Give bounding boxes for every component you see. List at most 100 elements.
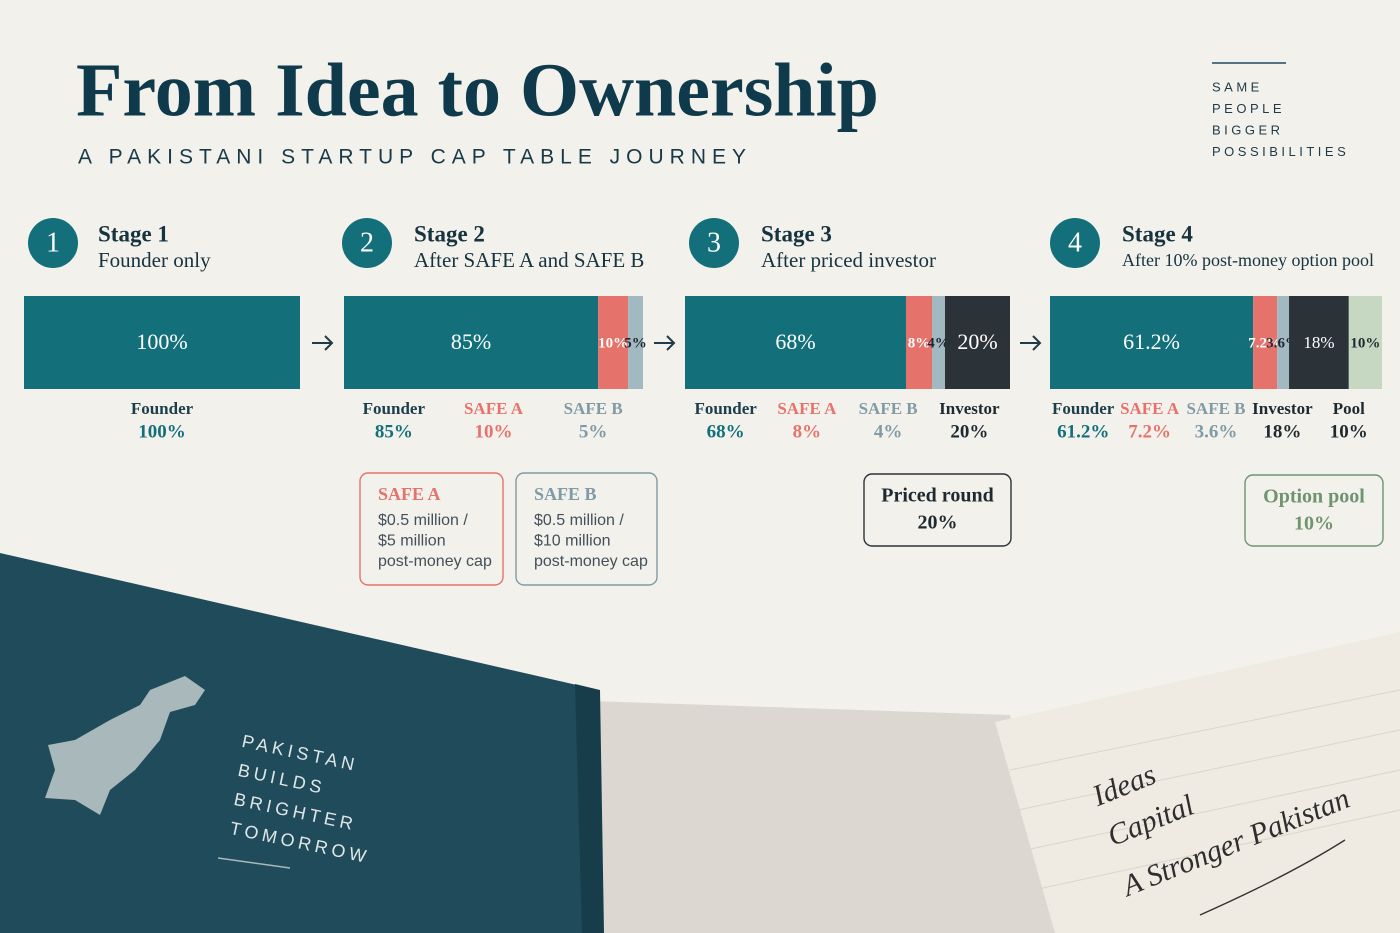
legend-name: SAFE B: [859, 399, 918, 418]
stage-title: Stage 3: [761, 221, 832, 246]
bar-segment: [685, 296, 906, 389]
bar-value-label: 20%: [957, 329, 997, 354]
legend-value: 61.2%: [1057, 421, 1109, 442]
step-badge: [1050, 218, 1100, 268]
legend-name: SAFE B: [1186, 399, 1245, 418]
annotation-title: SAFE A: [378, 484, 441, 504]
stage-title: Stage 4: [1122, 221, 1193, 246]
legend-value: 85%: [375, 421, 413, 442]
notebook-lines: [1009, 689, 1400, 891]
bar-segment: [24, 296, 300, 389]
bar-value-label: 68%: [775, 329, 815, 354]
legend-name: SAFE A: [1120, 399, 1180, 418]
legend-name: Founder: [694, 399, 757, 418]
legend-value: 10%: [475, 421, 513, 442]
step-number: 3: [707, 227, 721, 258]
bar-value-label: 7.2%: [1248, 335, 1282, 351]
annotation-box: [1244, 474, 1384, 547]
tagline-line: POSSIBILITIES: [1212, 144, 1349, 159]
bar-segment: [344, 296, 599, 389]
legend-value: 3.6%: [1195, 421, 1238, 442]
stage-subtitle: After 10% post-money option pool: [1122, 250, 1374, 270]
paper-sheet: [560, 700, 1060, 933]
legend-name: Pool: [1333, 399, 1365, 418]
annotation-line: post-money cap: [378, 553, 492, 570]
bar-value-label: 10%: [1350, 335, 1380, 351]
book-rule: [217, 857, 291, 869]
legend-value: 7.2%: [1128, 421, 1171, 442]
annotation-title: Priced round: [881, 485, 993, 507]
bar-value-label: 10%: [598, 335, 628, 351]
legend-value: 100%: [138, 421, 186, 442]
notebook: [995, 632, 1400, 933]
stage-title: Stage 2: [414, 221, 485, 246]
legend-value: 68%: [707, 421, 745, 442]
bar-segment: [1289, 296, 1349, 389]
arrows: [312, 335, 1042, 351]
step-number: 2: [360, 227, 374, 258]
annotation-line: $0.5 million /: [534, 512, 624, 529]
book: [0, 553, 602, 933]
legend-name: Founder: [363, 399, 426, 418]
pen-stroke: [1199, 839, 1346, 916]
title: From Idea to Ownership: [76, 48, 879, 132]
annotation-line: 20%: [918, 512, 958, 534]
legend-name: SAFE B: [564, 399, 623, 418]
bar-value-label: 18%: [1303, 333, 1334, 352]
bar-segment: [932, 296, 945, 389]
bar-segment: [1277, 296, 1290, 389]
annotation-line: $5 million: [378, 533, 446, 550]
legend-name: Founder: [131, 399, 194, 418]
bar-value-label: 8%: [908, 335, 931, 351]
step-badge: [28, 218, 78, 268]
book-spine: [575, 684, 604, 933]
step-badge: [689, 218, 739, 268]
legend-value: 20%: [950, 421, 988, 442]
map-shape: [45, 676, 205, 815]
legend-name: Investor: [939, 399, 1000, 418]
legend-name: Investor: [1252, 399, 1313, 418]
annotation-line: post-money cap: [534, 553, 648, 570]
bar-segment: [906, 296, 932, 389]
stage-subtitle: Founder only: [98, 248, 211, 272]
annotation-line: $0.5 million /: [378, 512, 468, 529]
bar-segment: [1050, 296, 1254, 389]
legend-value: 4%: [874, 421, 903, 442]
bar-segment: [598, 296, 629, 389]
stage-subtitle: After SAFE A and SAFE B: [414, 248, 644, 272]
annotation-line: $10 million: [534, 533, 610, 550]
legend-name: SAFE A: [464, 399, 524, 418]
bar-segment: [628, 296, 643, 389]
annotation-title: Option pool: [1263, 486, 1365, 508]
bar-segment: [1348, 296, 1382, 389]
bar-segment: [945, 296, 1010, 389]
subtitle: A PAKISTANI STARTUP CAP TABLE JOURNEY: [78, 146, 752, 169]
tagline-line: PEOPLE: [1212, 101, 1285, 116]
tagline-line: BIGGER: [1212, 122, 1284, 137]
bar-value-label: 5%: [624, 335, 647, 351]
annotation-box: [863, 473, 1012, 547]
stage-subtitle: After priced investor: [761, 248, 936, 272]
legend-value: 10%: [1330, 421, 1368, 442]
step-number: 4: [1068, 227, 1082, 258]
bar-value-label: 61.2%: [1123, 329, 1180, 354]
tagline-line: SAME: [1212, 79, 1263, 94]
legend-name: Founder: [1052, 399, 1115, 418]
bar-value-label: 4%: [927, 335, 950, 351]
annotation-box: [359, 472, 504, 586]
step-number: 1: [46, 227, 60, 258]
annotation-box: [515, 472, 658, 586]
annotation-line: 10%: [1294, 513, 1334, 535]
tagline: SAME PEOPLE BIGGER POSSIBILITIES: [1212, 79, 1349, 159]
bar-value-label: 100%: [136, 329, 187, 354]
legend-name: SAFE A: [777, 399, 837, 418]
legend-value: 5%: [579, 421, 608, 442]
step-badge: [342, 218, 392, 268]
legend-value: 8%: [793, 421, 822, 442]
bar-value-label: 85%: [451, 329, 491, 354]
stage-title: Stage 1: [98, 221, 169, 246]
